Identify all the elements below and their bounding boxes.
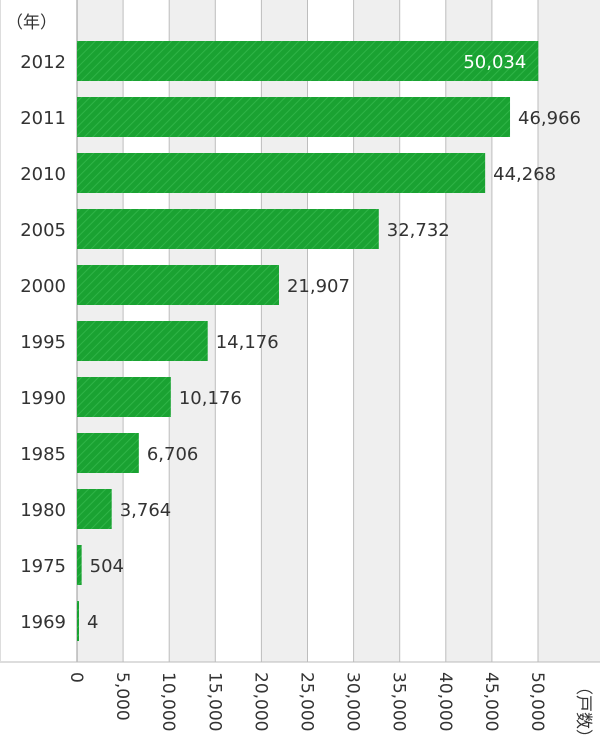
x-tick-label: 5,000 [112,672,132,721]
bar-2005 [77,209,379,249]
bar-1995 [77,321,208,361]
value-label: 14,176 [216,332,279,353]
year-label: 1990 [20,388,66,409]
bar-1985 [77,433,139,473]
x-tick-label: 10,000 [158,672,178,731]
year-label: 1975 [20,556,66,577]
year-label: 1980 [20,500,66,521]
value-labels-group: 50,034 46,966 44,268 32,732 21,907 14,176 10,1… [87,52,581,633]
value-label: 3,764 [120,500,172,521]
value-label: 50,034 [463,52,526,73]
value-label: 504 [90,556,124,577]
bar-1975 [77,545,82,585]
x-tick-label: 15,000 [204,672,224,731]
bar-2000 [77,265,279,305]
bar-2011 [77,97,511,137]
bar-1990 [77,377,171,417]
bar-2010 [77,153,486,193]
year-labels-group: 2012 2011 2010 2005 2000 1995 1990 1985 1980 1975… [20,52,66,633]
year-label: 2012 [20,52,66,73]
x-tick-label: 50,000 [527,672,547,731]
year-label: 2010 [20,164,66,185]
bar-1969 [77,601,79,641]
year-label: 1995 [20,332,66,353]
value-label: 4 [87,612,98,633]
x-tick-label: 0 [66,672,86,683]
x-tick-labels-group: 0 5,000 10,000 15,000 20,000 25,000 30,000 35,0… [66,672,547,731]
bars-group [77,41,539,641]
value-label: 46,966 [518,108,581,129]
value-label: 6,706 [147,444,199,465]
year-label: 2005 [20,220,66,241]
year-label: 1969 [20,612,66,633]
year-unit-label: （年） [6,13,57,33]
value-unit-label: （戸数） [573,678,593,744]
bar-2012 [77,41,539,81]
x-tick-label: 30,000 [343,672,363,731]
value-label: 10,176 [179,388,242,409]
year-label: 1985 [20,444,66,465]
year-label: 2000 [20,276,66,297]
background-band [538,0,600,662]
value-label: 44,268 [493,164,556,185]
x-tick-label: 35,000 [389,672,409,731]
x-tick-label: 45,000 [481,672,501,731]
value-label: 21,907 [287,276,350,297]
bar-1980 [77,489,112,529]
x-tick-label: 40,000 [435,672,455,731]
x-tick-label: 25,000 [297,672,317,731]
year-label: 2011 [20,108,66,129]
value-label: 32,732 [387,220,450,241]
x-tick-label: 20,000 [250,672,270,731]
